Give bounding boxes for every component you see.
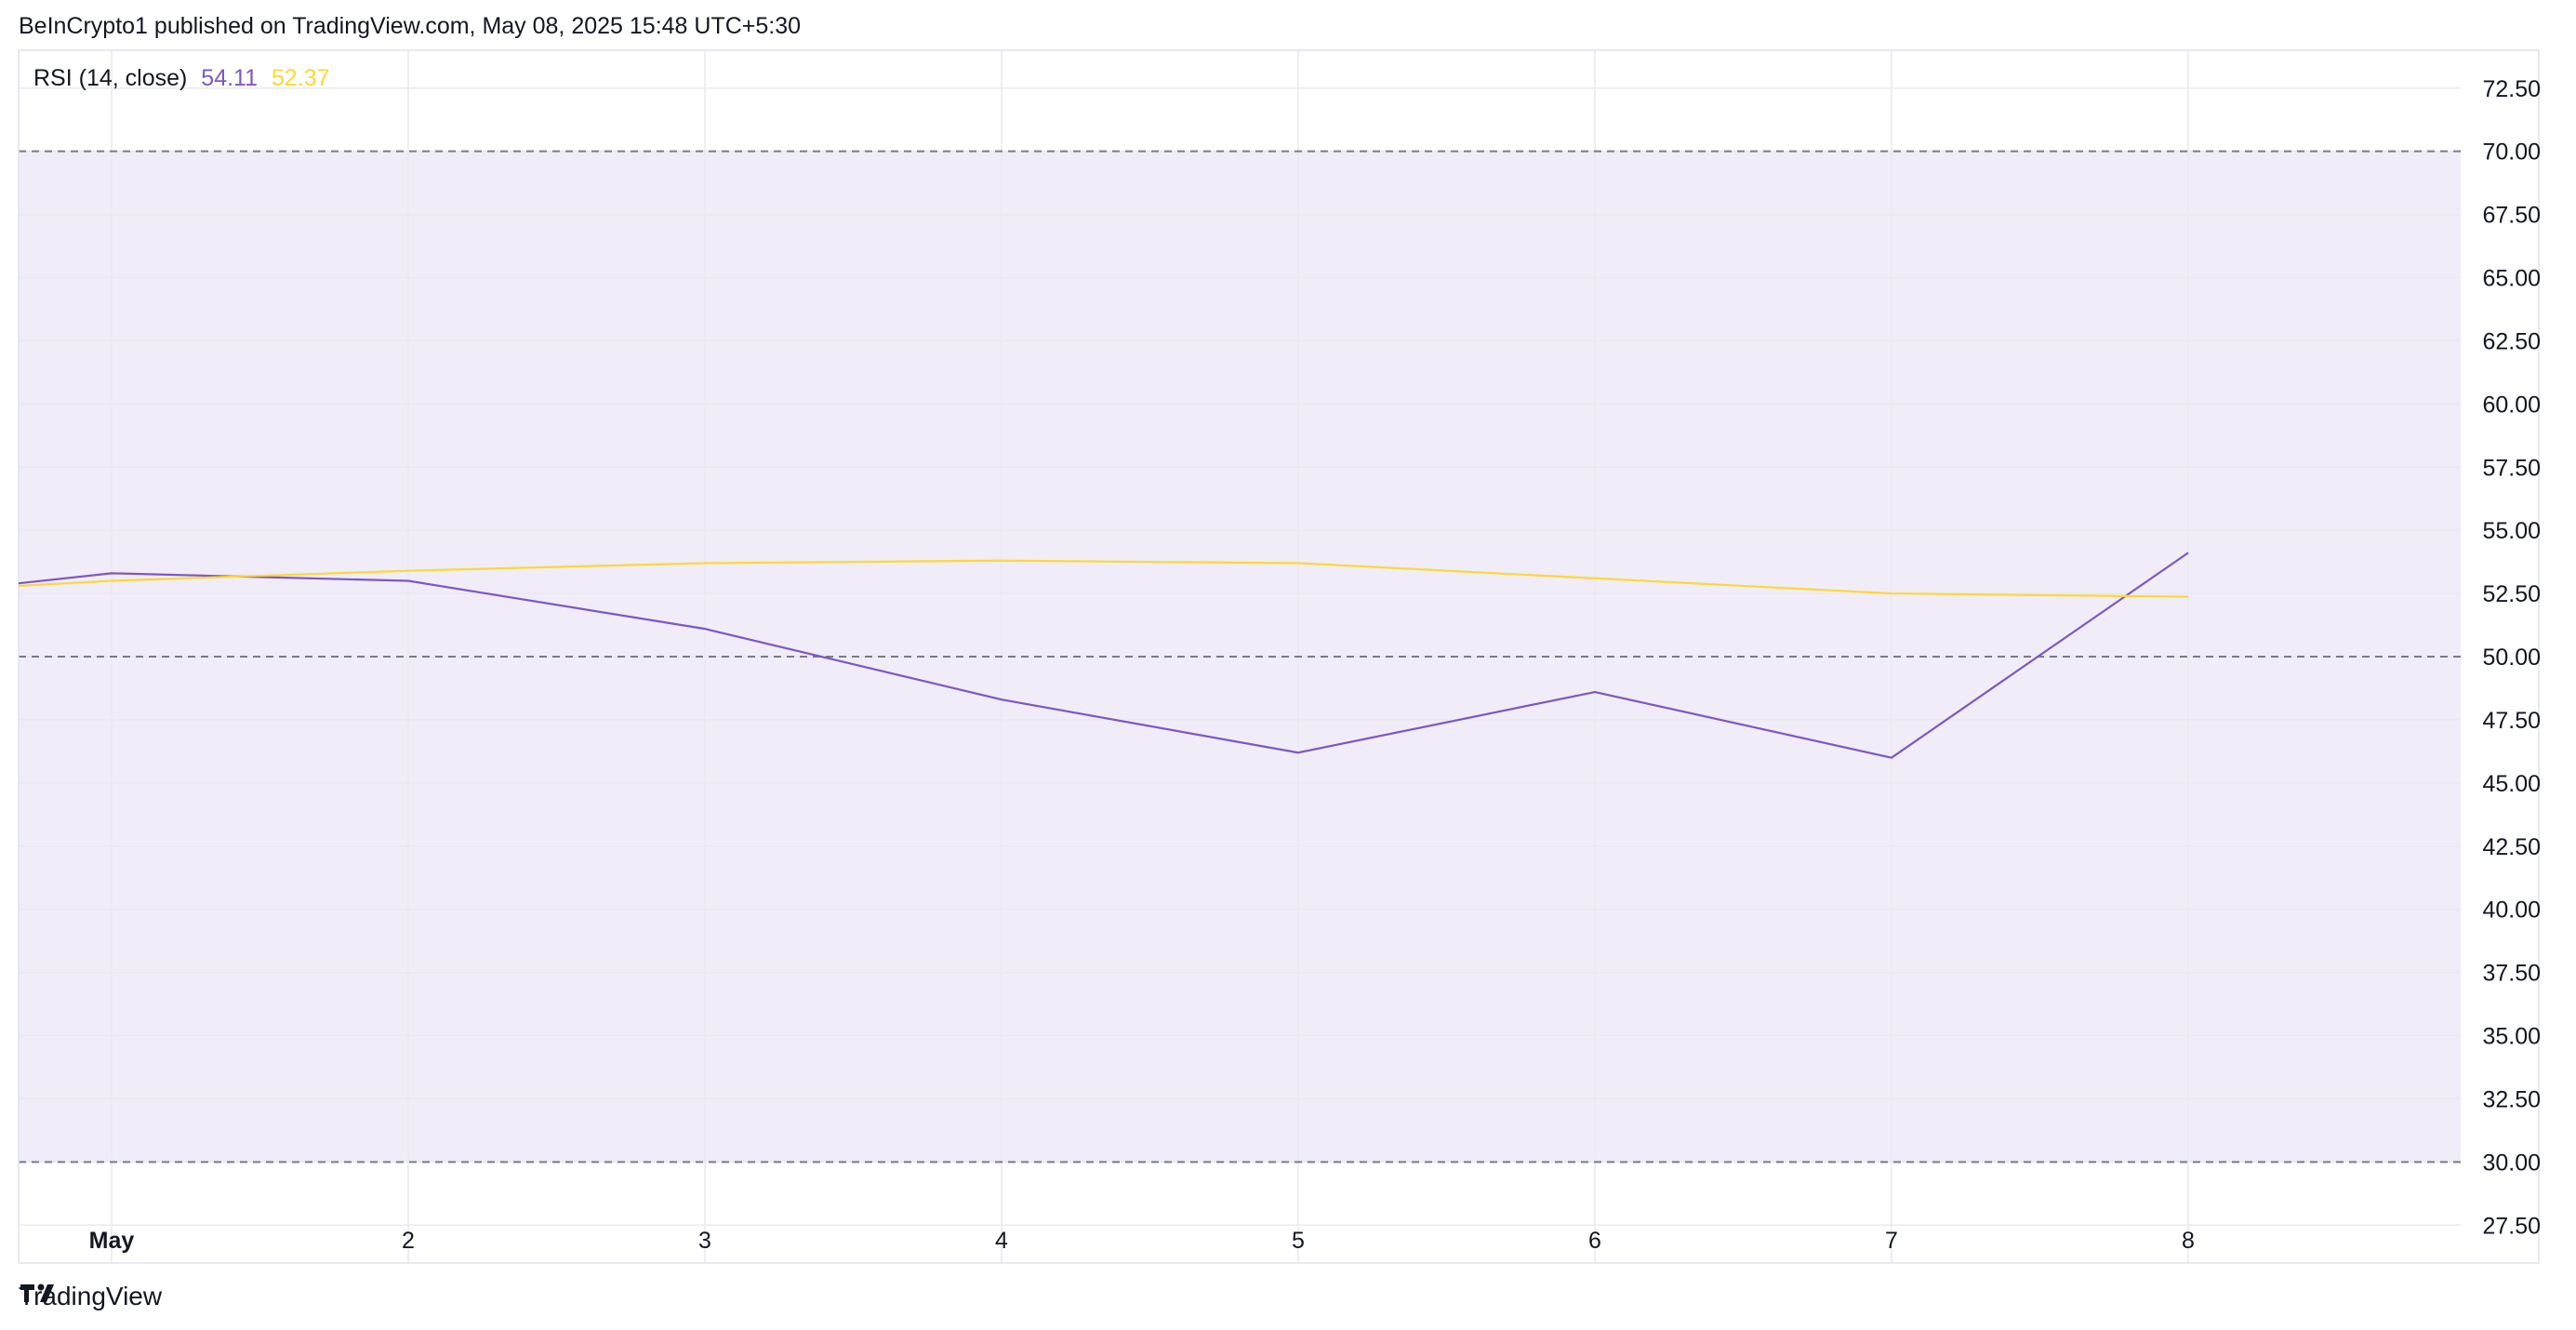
- y-tick-label: 27.50: [2482, 1213, 2541, 1239]
- y-tick-label: 52.50: [2482, 581, 2541, 607]
- y-tick-label: 57.50: [2482, 455, 2541, 481]
- y-tick-label: 35.00: [2482, 1024, 2541, 1050]
- chart-border: [18, 49, 2540, 1264]
- y-tick-label: 55.00: [2482, 518, 2541, 544]
- x-tick-label: May: [89, 1228, 135, 1254]
- y-tick-label: 62.50: [2482, 328, 2541, 354]
- x-tick-label: 3: [698, 1228, 711, 1254]
- x-tick-label: 4: [995, 1228, 1008, 1254]
- y-tick-label: 37.50: [2482, 961, 2541, 987]
- ma-value: 52.37: [271, 65, 330, 91]
- indicator-label: RSI (14, close): [33, 65, 188, 91]
- x-tick-label: 2: [402, 1228, 415, 1254]
- y-tick-label: 30.00: [2482, 1150, 2541, 1176]
- rsi-ma-line: [18, 559, 2189, 598]
- y-tick-label: 72.50: [2482, 76, 2541, 102]
- x-tick-label: 5: [1292, 1228, 1305, 1254]
- y-tick-label: 70.00: [2482, 140, 2541, 166]
- y-tick-label: 60.00: [2482, 392, 2541, 418]
- x-tick-label: 6: [1588, 1228, 1601, 1254]
- rsi-value: 54.11: [201, 65, 259, 91]
- x-tick-label: 7: [1885, 1228, 1898, 1254]
- y-tick-label: 67.50: [2482, 203, 2541, 229]
- y-tick-label: 42.50: [2482, 834, 2541, 860]
- attribution-text: BeInCrypto1 published on TradingView.com…: [19, 13, 802, 39]
- x-tick-label: 8: [2182, 1228, 2195, 1254]
- y-tick-label: 47.50: [2482, 708, 2541, 734]
- tradingview-brand[interactable]: TradingView: [19, 1282, 162, 1311]
- y-tick-label: 40.00: [2482, 898, 2541, 924]
- indicator-legend[interactable]: RSI (14, close) 54.11 52.37: [33, 65, 338, 92]
- y-tick-label: 45.00: [2482, 771, 2541, 797]
- y-tick-label: 65.00: [2482, 266, 2541, 292]
- rsi-line: [18, 552, 2189, 759]
- y-tick-label: 50.00: [2482, 645, 2541, 671]
- y-tick-label: 32.50: [2482, 1086, 2541, 1112]
- tradingview-logo-icon: [20, 1283, 54, 1302]
